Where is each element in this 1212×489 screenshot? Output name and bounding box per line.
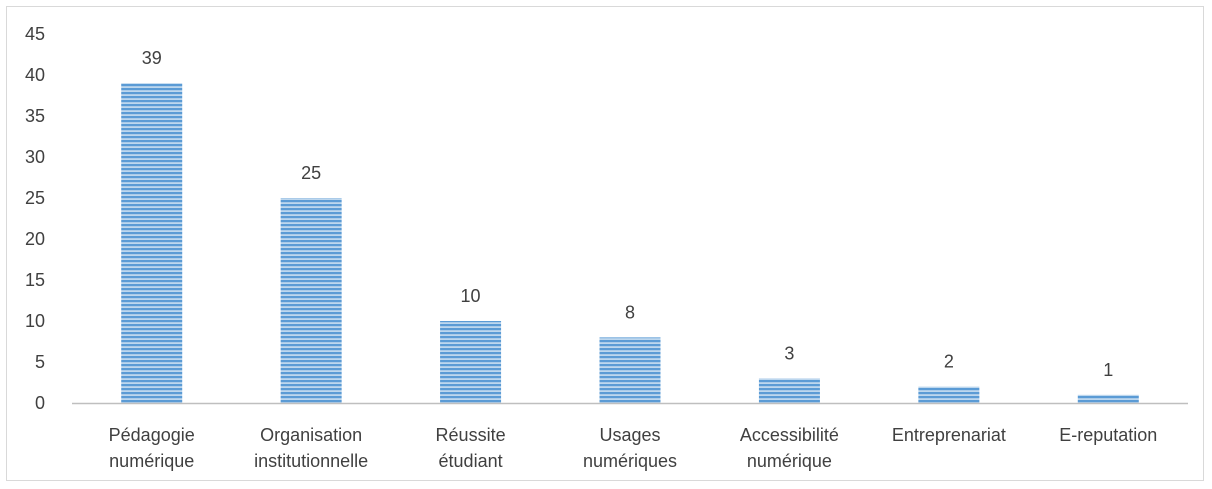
bar — [440, 321, 502, 403]
bar — [121, 83, 183, 403]
bar — [918, 386, 980, 403]
bars — [121, 83, 1139, 403]
bar — [599, 337, 661, 403]
data-labels: 39 25 10 8 3 2 1 — [142, 48, 1114, 380]
category-label: numérique — [109, 451, 194, 471]
data-label: 3 — [784, 343, 794, 363]
y-tick-label: 0 — [35, 393, 45, 413]
category-label: Accessibilité — [740, 425, 839, 445]
data-label: 10 — [461, 286, 481, 306]
y-tick-label: 15 — [25, 270, 45, 290]
bar — [280, 198, 342, 403]
category-label: Pédagogie — [109, 425, 195, 445]
category-labels: Pédagogie numérique Organisation institutio… — [109, 425, 1158, 471]
category-label: Usages — [599, 425, 660, 445]
category-label: E-reputation — [1059, 425, 1157, 445]
category-label: numérique — [747, 451, 832, 471]
category-label: Réussite — [436, 425, 506, 445]
y-tick-label: 5 — [35, 352, 45, 372]
category-label: étudiant — [439, 451, 503, 471]
category-label: Entreprenariat — [892, 425, 1006, 445]
data-label: 8 — [625, 302, 635, 322]
data-label: 25 — [301, 163, 321, 183]
data-label: 1 — [1103, 360, 1113, 380]
data-label: 2 — [944, 352, 954, 372]
bar — [1077, 394, 1139, 403]
y-tick-label: 45 — [25, 24, 45, 44]
y-tick-label: 35 — [25, 106, 45, 126]
data-label: 39 — [142, 48, 162, 68]
y-tick-label: 20 — [25, 229, 45, 249]
y-tick-label: 10 — [25, 311, 45, 331]
category-label: numériques — [583, 451, 677, 471]
bar — [758, 378, 820, 403]
category-label: Organisation — [260, 425, 362, 445]
category-label: institutionnelle — [254, 451, 368, 471]
y-tick-label: 25 — [25, 188, 45, 208]
y-axis: 0 5 10 15 20 25 30 35 40 45 — [25, 24, 45, 413]
y-tick-label: 40 — [25, 65, 45, 85]
y-tick-label: 30 — [25, 147, 45, 167]
